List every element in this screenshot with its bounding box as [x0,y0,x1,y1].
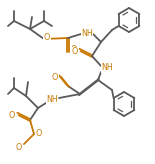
Text: O: O [72,48,78,57]
Text: NH: NH [81,30,93,39]
Text: O: O [52,73,58,82]
Text: O: O [71,45,77,54]
Text: NH: NH [101,63,113,72]
Text: O: O [9,112,15,121]
Text: O: O [16,144,22,153]
Text: NH: NH [46,95,58,104]
Text: O: O [36,130,42,139]
Text: O: O [44,32,50,41]
